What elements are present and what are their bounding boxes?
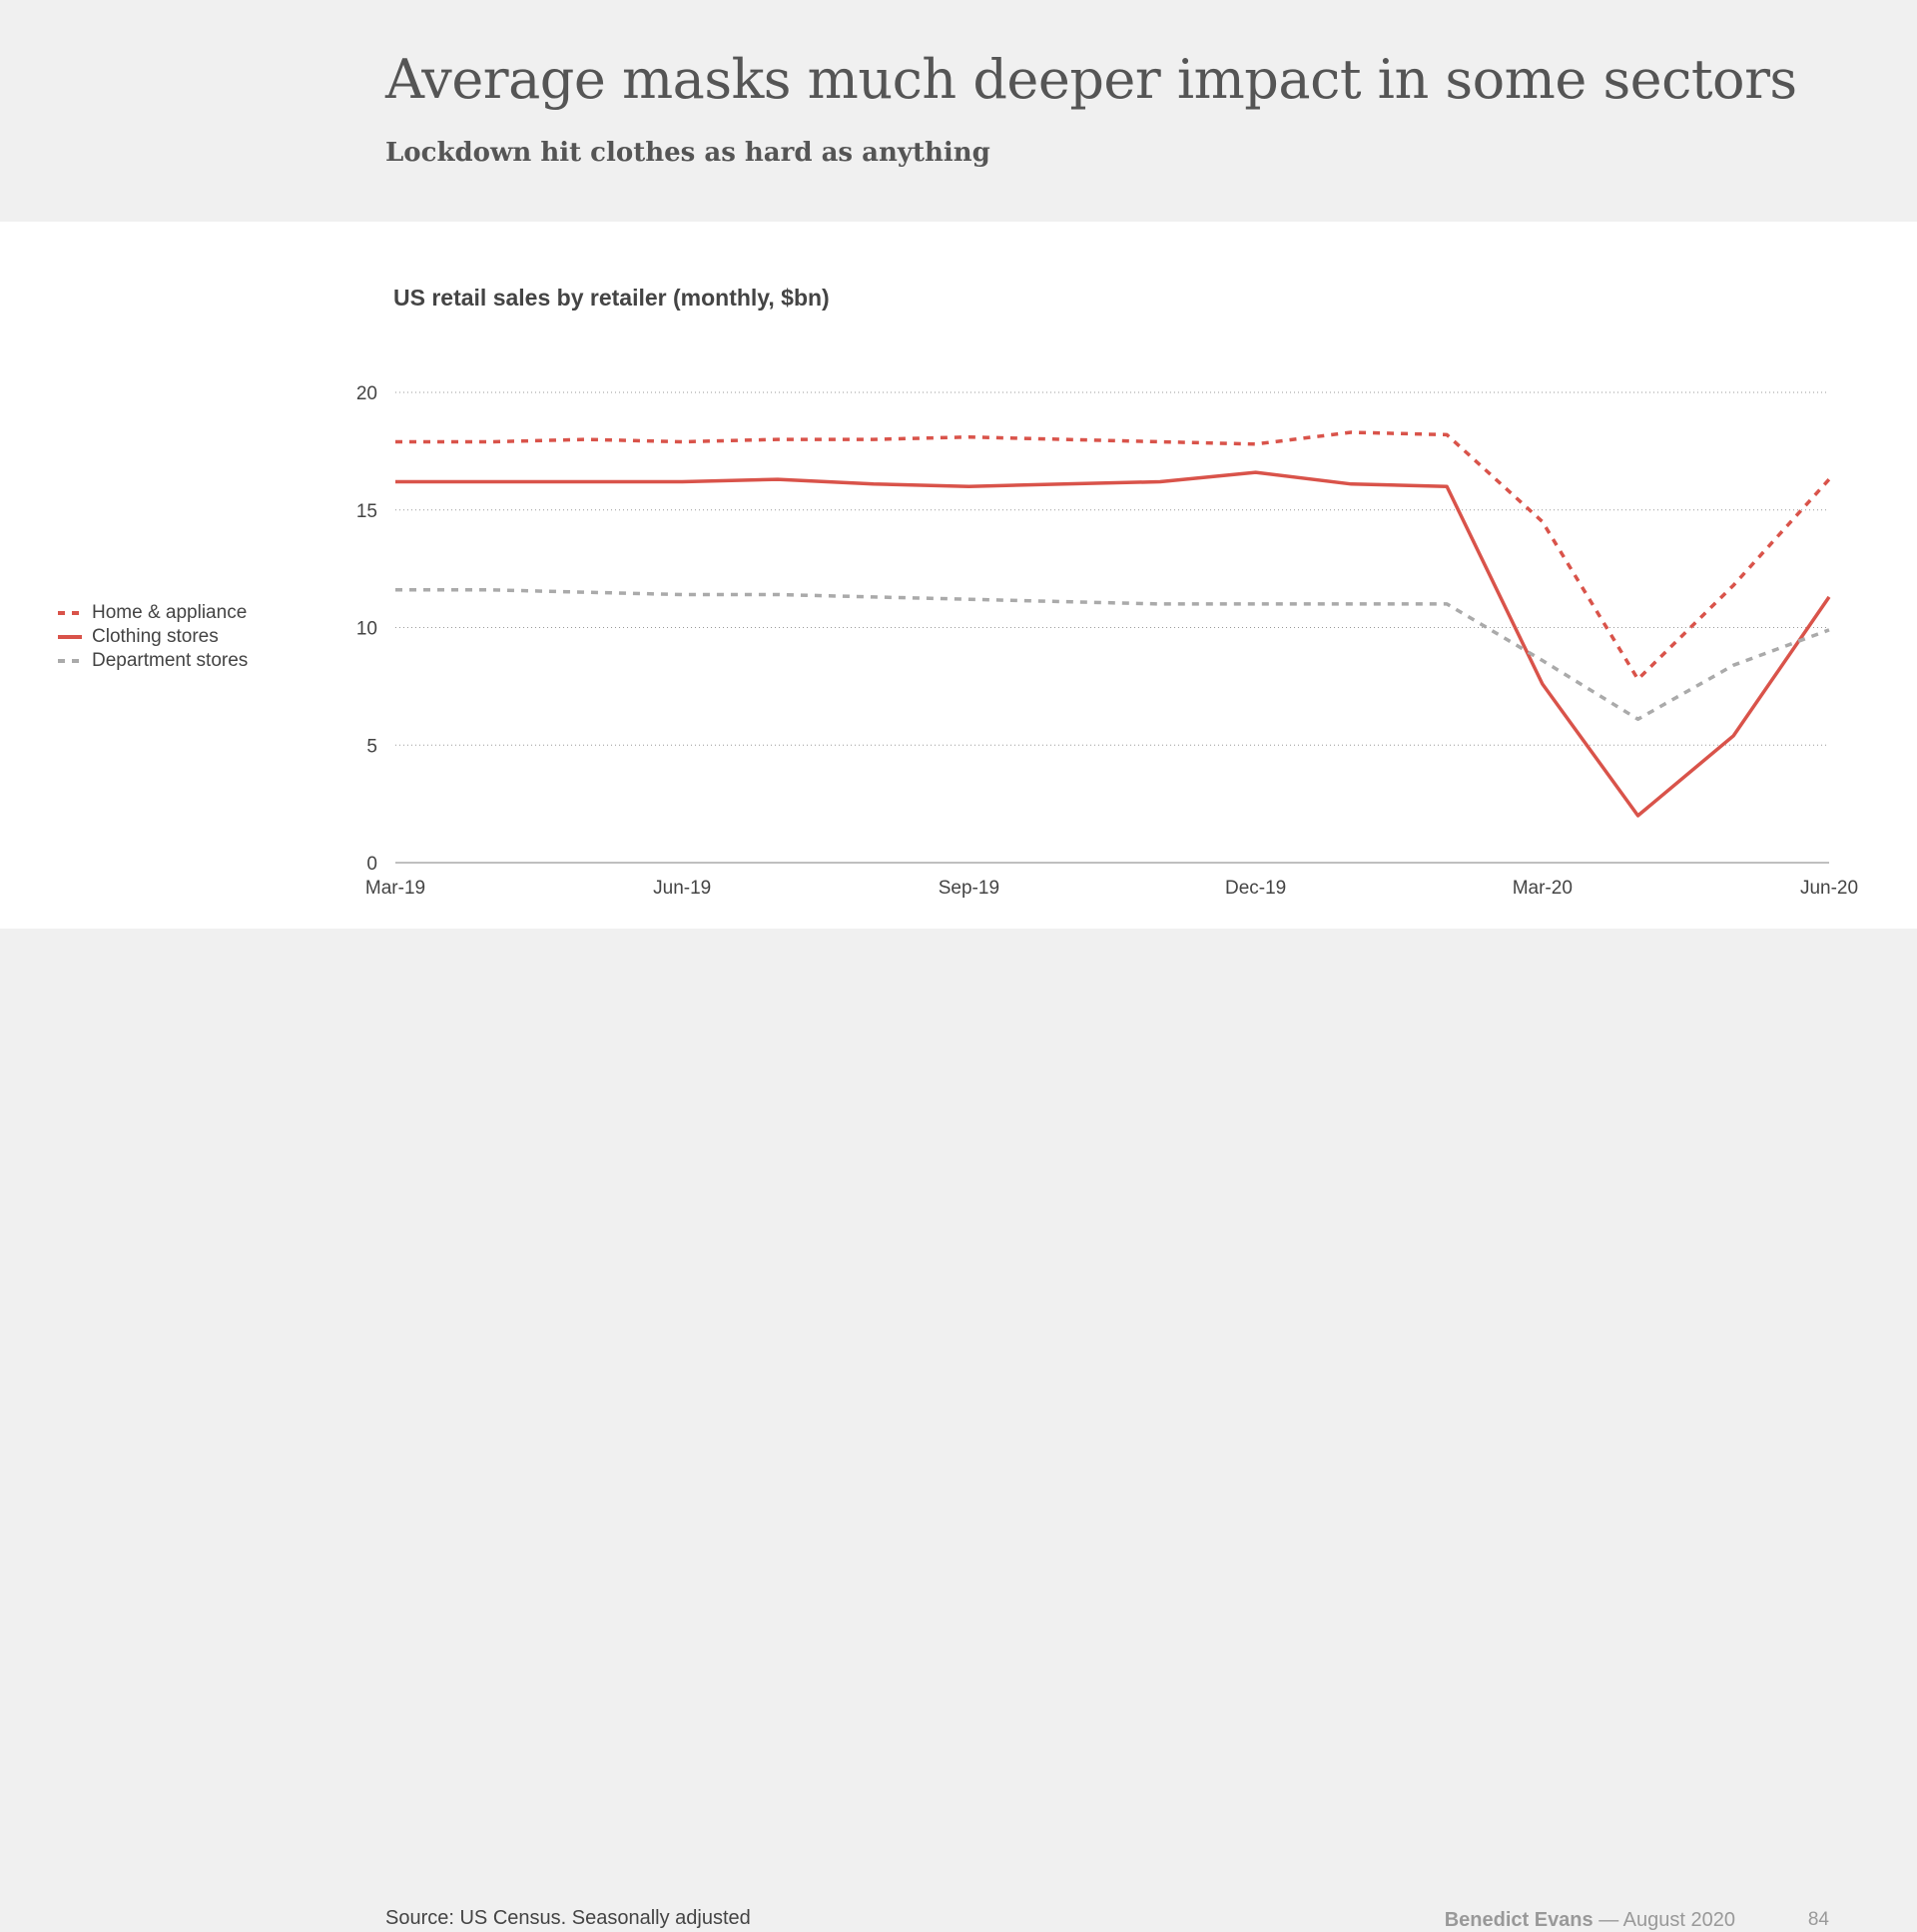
legend-item: Department stores	[58, 649, 248, 673]
legend-item: Clothing stores	[58, 625, 248, 649]
header-band: Average masks much deeper impact in some…	[0, 0, 1917, 222]
author-name: Benedict Evans	[1444, 1909, 1594, 1931]
legend-item: Home & appliance	[58, 601, 248, 625]
footer-date: — August 2020	[1598, 1909, 1735, 1931]
page-number: 84	[1807, 1909, 1829, 1930]
footer-band: Source: US Census. Seasonally adjusted B…	[0, 929, 1917, 1931]
x-tick-label: Sep-19	[939, 878, 999, 899]
legend-label: Department stores	[92, 650, 249, 671]
x-tick-label: Mar-19	[365, 878, 425, 899]
y-tick-label: 10	[356, 619, 377, 640]
chart-panel: US retail sales by retailer (monthly, $b…	[0, 222, 1917, 929]
legend-swatch	[58, 635, 82, 639]
chart-title: US retail sales by retailer (monthly, $b…	[393, 285, 830, 311]
page-title: Average masks much deeper impact in some…	[385, 48, 1797, 111]
line-chart: US retail sales by retailer (monthly, $b…	[356, 285, 1858, 899]
legend-swatch	[58, 611, 82, 615]
y-tick-label: 0	[366, 854, 377, 875]
footer-brand: Benedict Evans — August 2020	[1445, 1909, 1735, 1932]
x-tick-label: Jun-19	[653, 878, 711, 899]
y-tick-label: 20	[356, 383, 377, 404]
x-tick-label: Dec-19	[1225, 878, 1286, 899]
y-tick-label: 5	[366, 736, 377, 757]
x-tick-label: Jun-20	[1800, 878, 1858, 899]
legend-label: Home & appliance	[92, 602, 248, 623]
x-tick-label: Mar-20	[1513, 878, 1573, 899]
y-tick-label: 15	[356, 501, 377, 522]
source-note: Source: US Census. Seasonally adjusted	[385, 1907, 751, 1929]
series-line-clothing-stores	[395, 470, 1831, 818]
legend-label: Clothing stores	[92, 626, 219, 647]
series-line-home-appliance	[395, 430, 1831, 682]
chart-legend: Home & appliance Clothing stores Departmen…	[58, 601, 248, 673]
series-line-department-stores	[395, 588, 1830, 722]
legend-swatch	[58, 659, 82, 663]
page-subtitle: Lockdown hit clothes as hard as anything	[385, 138, 990, 168]
